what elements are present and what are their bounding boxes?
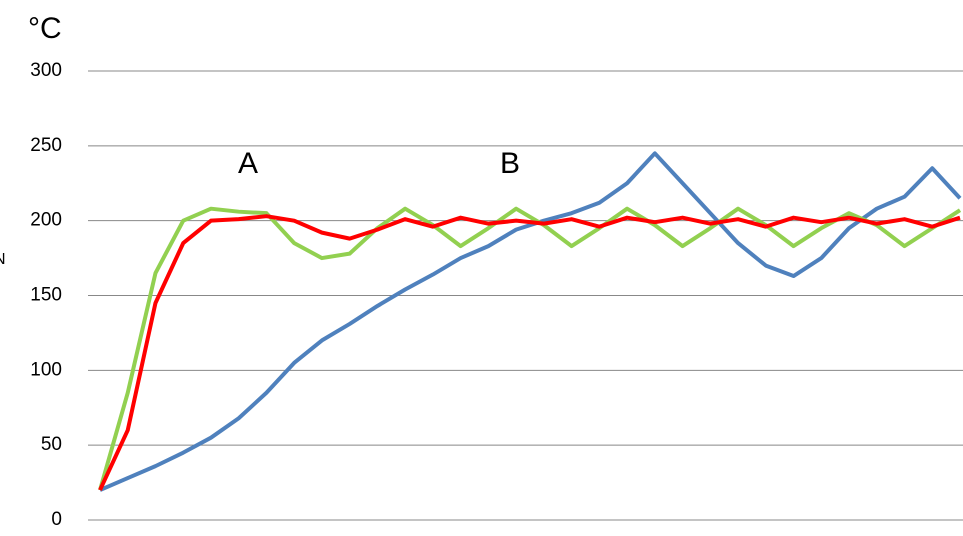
y-axis-unit: °C [28, 12, 62, 45]
series-line [99, 151, 962, 492]
y-tick-label: 150 [30, 285, 62, 306]
series-line [98, 214, 961, 491]
y-tick-label: 200 [30, 210, 62, 231]
y-tick-label: 50 [41, 434, 62, 455]
annotation: B [500, 147, 520, 180]
y-axis-label: N [0, 251, 6, 268]
series-line [98, 206, 962, 491]
annotation: A [238, 147, 258, 180]
y-tick-label: 250 [30, 135, 62, 156]
y-tick-label: 0 [51, 509, 62, 530]
y-tick-label: 100 [30, 359, 62, 380]
y-tick-label: 300 [30, 60, 62, 81]
